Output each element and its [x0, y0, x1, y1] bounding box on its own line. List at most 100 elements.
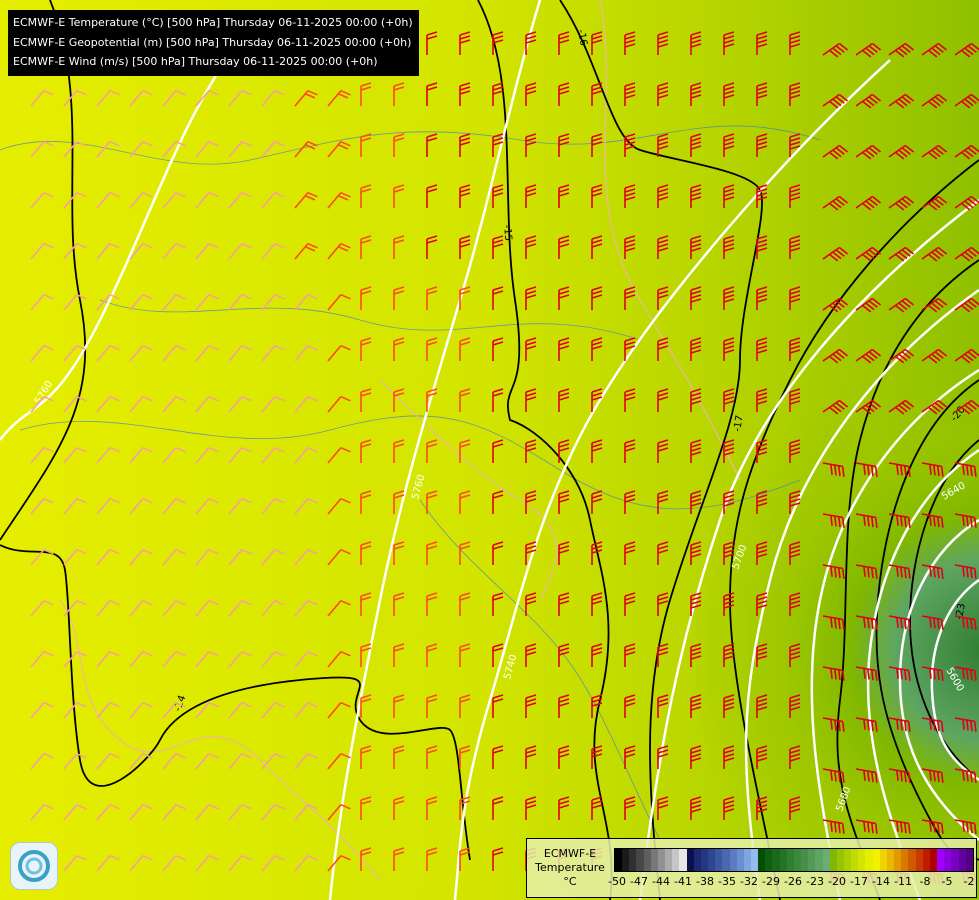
wind-barb [690, 31, 702, 55]
wind-barb [393, 286, 405, 310]
wind-barb [63, 497, 87, 515]
wind-barb [855, 93, 882, 109]
wind-barb [459, 31, 471, 55]
wind-barb [129, 599, 153, 617]
wind-barb [162, 854, 186, 872]
wind-barb [327, 89, 351, 107]
wind-barb [360, 439, 372, 463]
wind-barb [558, 31, 570, 55]
wind-barb [492, 388, 504, 412]
wind-barb [129, 752, 153, 770]
legend-tick: -38 [696, 875, 714, 888]
wind-barb [591, 184, 603, 208]
wind-barb [63, 701, 87, 719]
wind-barb [30, 395, 54, 413]
wind-barb [723, 796, 735, 820]
wind-barb [360, 490, 372, 514]
wind-barb [525, 490, 537, 514]
wind-barb [129, 497, 153, 515]
wind-barb [261, 89, 285, 107]
wind-barb [822, 246, 849, 262]
wind-barb [789, 796, 801, 820]
wind-barb [855, 615, 878, 630]
wind-barb [327, 191, 351, 209]
wind-barb [888, 297, 915, 313]
wind-barb [921, 399, 948, 415]
legend-swatch [844, 849, 852, 871]
wind-barb [921, 93, 948, 109]
wind-barb [327, 701, 351, 719]
wind-barb [129, 446, 153, 464]
wind-barb [855, 42, 882, 58]
wind-barb [162, 344, 186, 362]
wind-barb [657, 694, 669, 718]
wind-barb [624, 184, 636, 208]
wind-barb [723, 286, 735, 310]
color-legend: ECMWF-E Temperature °C -50 -47 -44 -41 -38 -3… [526, 838, 977, 898]
wind-barb [756, 490, 768, 514]
wind-barb [195, 599, 219, 617]
header-line-temperature: ECMWF-E Temperature (°C) [500 hPa] Thurs… [13, 16, 413, 29]
wind-barb [327, 752, 351, 770]
wind-barb [591, 490, 603, 514]
wind-barb [129, 140, 153, 158]
wind-barb [129, 293, 153, 311]
wind-barb [162, 752, 186, 770]
wind-barb [195, 191, 219, 209]
wind-barb [63, 854, 87, 872]
wind-barb [624, 592, 636, 616]
wind-barb [30, 89, 54, 107]
wind-barb [888, 42, 915, 58]
legend-swatch [629, 849, 637, 871]
wind-barb [294, 191, 318, 209]
wind-barb [723, 694, 735, 718]
wind-barb [30, 497, 54, 515]
wind-barb [195, 140, 219, 158]
wind-barb [822, 768, 845, 783]
wind-barb [591, 439, 603, 463]
legend-swatch [743, 849, 751, 871]
wind-barb [459, 490, 471, 514]
wind-barb [624, 643, 636, 667]
legend-swatch [829, 849, 837, 871]
legend-swatch [758, 849, 766, 871]
wind-barb [393, 541, 405, 565]
wind-barb [723, 592, 735, 616]
legend-swatch [944, 849, 952, 871]
wind-barb [789, 439, 801, 463]
wind-barb [129, 701, 153, 719]
wind-barb [921, 564, 944, 579]
wind-barb [393, 82, 405, 106]
wind-barb [96, 395, 120, 413]
wind-barb [96, 497, 120, 515]
wind-barb [888, 717, 911, 732]
legend-swatch [672, 849, 680, 871]
wind-barb [63, 395, 87, 413]
wind-barb [228, 701, 252, 719]
wind-barb [162, 497, 186, 515]
wind-barb [195, 344, 219, 362]
legend-swatch [679, 849, 687, 871]
wind-barb [888, 399, 915, 415]
legend-swatch [908, 849, 916, 871]
wind-barb [525, 286, 537, 310]
wind-barb [690, 388, 702, 412]
wind-barb [393, 490, 405, 514]
wind-barb [690, 439, 702, 463]
wind-barb [921, 666, 944, 681]
wind-barb [723, 82, 735, 106]
wind-barb [162, 140, 186, 158]
wind-barb [591, 235, 603, 259]
wind-barb [228, 548, 252, 566]
wind-barb [954, 513, 977, 528]
wind-barb [657, 31, 669, 55]
wind-barb [525, 337, 537, 361]
wind-barb [822, 348, 849, 364]
wind-barb [63, 89, 87, 107]
wind-barb [360, 337, 372, 361]
wind-barb [921, 246, 948, 262]
ecmwf-logo [10, 842, 58, 890]
wind-barb [129, 803, 153, 821]
wind-barb [96, 650, 120, 668]
